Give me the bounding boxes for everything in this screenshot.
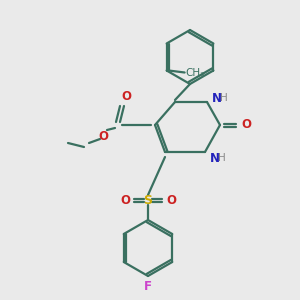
Text: O: O <box>241 118 251 131</box>
Text: H: H <box>218 153 226 163</box>
Text: O: O <box>166 194 176 206</box>
Text: F: F <box>144 280 152 292</box>
Text: O: O <box>121 91 131 103</box>
Text: O: O <box>120 194 130 206</box>
Text: S: S <box>143 194 152 206</box>
Text: CH₃: CH₃ <box>185 68 204 77</box>
Text: H: H <box>220 93 228 103</box>
Text: O: O <box>98 130 108 142</box>
Text: N: N <box>212 92 222 104</box>
Text: N: N <box>210 152 220 164</box>
